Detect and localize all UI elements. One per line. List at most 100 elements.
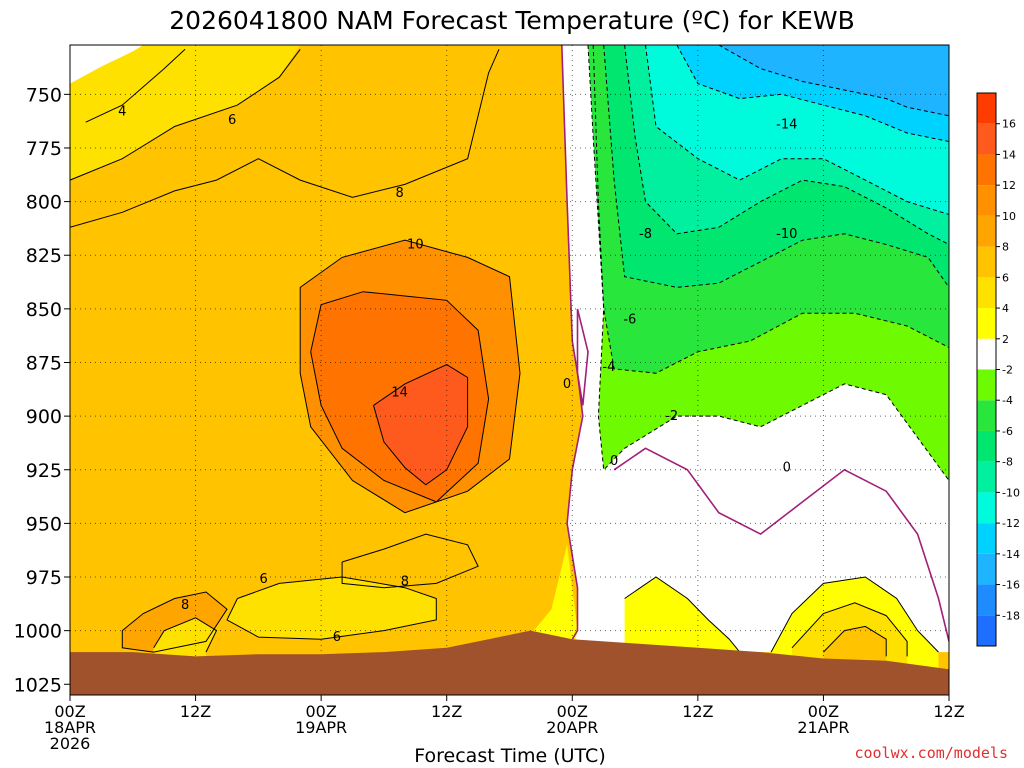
colorbar-swatch xyxy=(977,430,996,462)
colorbar-label: -6 xyxy=(1002,425,1013,438)
colorbar-swatch xyxy=(977,584,996,616)
contour-line-8 xyxy=(121,591,228,653)
contour-label: -2 xyxy=(665,409,678,424)
plot-frame xyxy=(69,44,950,696)
contour-line-12 xyxy=(310,291,490,503)
colorbar-swatch xyxy=(977,369,996,401)
contour-label: 0 xyxy=(610,454,618,469)
contour-label: 6 xyxy=(333,630,341,645)
colorbar-swatch xyxy=(977,246,996,278)
contour-line-4 xyxy=(791,602,908,657)
contour-labels: 4 6 8 10 14 6 8 8 6 0 0 0 -2 -4 -6 -8 -10 -14 xyxy=(118,105,797,646)
x-tick-label: 12Z xyxy=(180,702,211,721)
colorbar-swatch xyxy=(977,123,996,155)
band-surface-6 xyxy=(70,49,301,695)
contour-label: -10 xyxy=(776,227,797,242)
contour-line-4 xyxy=(85,48,186,123)
contour-line-14 xyxy=(373,364,469,486)
colorbar-label: -16 xyxy=(1002,579,1020,592)
colorbar-legend: -18 -16 -14 -12 -10 -8 -6 -4 -2 2 4 6 8 10 12 14 16 xyxy=(976,92,1020,647)
contour-lines xyxy=(70,45,949,657)
contour-line-6 xyxy=(823,625,887,657)
contour-line--4 xyxy=(587,45,949,374)
contour-line--12 xyxy=(676,45,949,142)
contour-line-10 xyxy=(299,239,521,514)
contour-label: -14 xyxy=(776,117,797,132)
contour-label: 6 xyxy=(259,572,267,587)
y-tick-label: 800 xyxy=(26,192,62,214)
colorbar-swatch xyxy=(977,615,996,646)
contour-label: 8 xyxy=(401,574,409,589)
y-axis: 750 775 800 825 850 875 900 925 950 975 1000 1025 xyxy=(14,84,70,696)
contour-label: -4 xyxy=(602,360,615,375)
contour-label: 0 xyxy=(563,377,571,392)
colorbar-swatch xyxy=(977,523,996,554)
band-lt6-pocket xyxy=(227,577,437,640)
contour-line--10 xyxy=(645,45,949,215)
colorbar-swatch xyxy=(977,553,996,585)
contour-line-8 xyxy=(341,533,479,589)
contour-line--2 xyxy=(592,45,949,481)
y-tick-label: 925 xyxy=(26,460,62,482)
credit-text: coolwx.com/models xyxy=(854,744,1008,762)
y-tick-label: 750 xyxy=(26,84,62,106)
contour-label: 8 xyxy=(181,598,189,613)
terrain-surface xyxy=(70,630,949,695)
colorbar-swatch xyxy=(977,461,996,493)
colorbar-label: 8 xyxy=(1002,241,1009,254)
y-tick-label: 975 xyxy=(26,567,62,589)
x-tick-label: 00Z xyxy=(305,702,336,721)
colorbar-label: 14 xyxy=(1002,148,1016,161)
colorbar-label: -18 xyxy=(1002,609,1020,622)
colorbar-swatch xyxy=(977,215,996,247)
colorbar-label: 16 xyxy=(1002,118,1016,131)
contour-line-0 xyxy=(576,308,589,406)
temperature-bands xyxy=(70,45,949,695)
contour-label: 6 xyxy=(228,113,236,128)
y-tick-label: 875 xyxy=(26,352,62,374)
y-tick-label: 850 xyxy=(26,299,62,321)
x-axis-label: Forecast Time (UTC) xyxy=(414,745,605,767)
contour-label: 0 xyxy=(783,461,791,476)
contour-label: -6 xyxy=(623,313,636,328)
band-2-4-upper xyxy=(70,45,144,84)
x-tick-label: 00Z xyxy=(54,702,85,721)
contour-line--14 xyxy=(718,45,949,117)
contour-label: 4 xyxy=(118,105,126,120)
y-tick-label: 1000 xyxy=(14,621,62,643)
colorbar-swatch xyxy=(977,185,996,216)
colorbar-swatch xyxy=(977,338,996,370)
grid-lines xyxy=(70,45,949,695)
y-tick-label: 775 xyxy=(26,138,62,160)
contour-line-6 xyxy=(153,617,218,653)
colorbar-label: -2 xyxy=(1002,364,1013,377)
y-tick-label: 825 xyxy=(26,245,62,267)
y-tick-label: 950 xyxy=(26,513,62,535)
colorbar-label: 4 xyxy=(1002,302,1009,315)
contour-label: 14 xyxy=(391,386,408,401)
x-tick-label: 00Z xyxy=(557,702,588,721)
colorbar-swatch xyxy=(977,93,996,124)
band-below--14 xyxy=(718,45,949,116)
contour-label: -8 xyxy=(639,227,652,242)
band-core-14 xyxy=(373,364,468,485)
colorbar-label: 6 xyxy=(1002,271,1009,284)
colorbar-swatch xyxy=(977,400,996,431)
contour-label: 8 xyxy=(395,186,403,201)
x-tick-label: 18APR xyxy=(44,718,96,737)
contour-line-0 xyxy=(561,45,584,640)
colorbar-swatch xyxy=(977,277,996,309)
chart-title: 2026041800 NAM Forecast Temperature (ºC)… xyxy=(169,6,854,35)
x-tick-label: 20APR xyxy=(546,718,598,737)
contour-line-2 xyxy=(624,576,741,653)
colorbar-label: 10 xyxy=(1002,210,1016,223)
contour-line-6 xyxy=(226,576,437,640)
y-tick-label: 1025 xyxy=(14,674,62,696)
colorbar-label: -12 xyxy=(1002,517,1020,530)
x-tick-label: 12Z xyxy=(933,702,964,721)
colorbar-label: -8 xyxy=(1002,456,1013,469)
x-tick-label: 21APR xyxy=(797,718,849,737)
contour-line-0 xyxy=(613,447,949,642)
